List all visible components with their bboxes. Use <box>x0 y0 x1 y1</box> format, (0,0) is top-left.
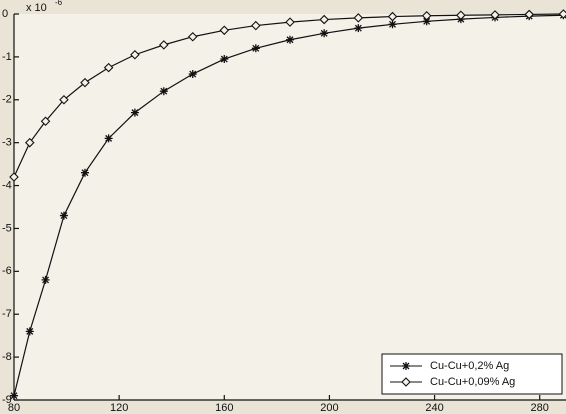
star-marker <box>320 29 329 38</box>
x-tick-label: 280 <box>531 402 549 414</box>
diamond-marker <box>401 377 411 387</box>
x-tick-label: 160 <box>215 402 233 414</box>
star-marker <box>286 35 294 44</box>
star-marker <box>251 44 260 53</box>
star-marker <box>130 108 139 117</box>
diamond-marker <box>103 62 114 73</box>
star-marker <box>402 362 410 370</box>
legend-box <box>381 353 563 395</box>
series-line <box>13 13 564 178</box>
star-marker <box>354 24 363 33</box>
diamond-marker <box>558 9 566 19</box>
diamond-marker <box>9 172 19 182</box>
x-tick-label: 200 <box>320 402 338 414</box>
star-marker <box>220 55 229 64</box>
diamond-marker <box>187 31 198 42</box>
diamond-marker <box>285 17 295 27</box>
diamond-marker <box>251 20 261 31</box>
diamond-marker <box>59 94 69 105</box>
star-marker <box>104 134 113 143</box>
star-marker <box>159 87 168 96</box>
diamond-marker <box>130 49 140 60</box>
series-line <box>13 14 564 396</box>
x-tick-label: 120 <box>110 402 128 414</box>
diamond-marker <box>24 137 35 148</box>
star-marker <box>422 17 431 26</box>
legend-label: Cu-Cu+0,2% Ag <box>430 360 509 372</box>
star-marker <box>80 168 89 177</box>
y-tick-label: -2 <box>2 94 12 106</box>
diamond-marker <box>524 9 534 20</box>
y-tick-label: -5 <box>2 222 12 234</box>
diamond-marker <box>490 10 500 20</box>
y-multiplier: x 10 <box>26 2 47 14</box>
plot-area <box>14 14 566 400</box>
diamond-marker <box>40 116 51 126</box>
star-marker <box>10 391 18 400</box>
y-tick-label: -6 <box>2 265 12 277</box>
y-multiplier-exponent: -6 <box>55 0 63 7</box>
diamond-marker <box>353 13 364 23</box>
y-tick-label: -9 <box>2 394 12 406</box>
diamond-marker <box>421 10 432 21</box>
y-tick-label: -3 <box>2 137 12 149</box>
star-marker <box>25 327 34 336</box>
y-tick-label: -1 <box>2 51 12 63</box>
star-marker <box>188 70 197 79</box>
x-tick-label: 240 <box>425 402 443 414</box>
legend-label: Cu-Cu+0,09% Ag <box>430 376 515 388</box>
diamond-marker <box>456 10 466 21</box>
diamond-marker <box>219 25 230 36</box>
x-tick-label: 80 <box>8 402 20 414</box>
y-tick-label: -8 <box>2 351 12 363</box>
diamond-marker <box>319 14 329 25</box>
y-tick-label: -4 <box>2 179 12 191</box>
y-tick-label: 0 <box>2 8 8 20</box>
star-marker <box>41 275 50 284</box>
diamond-marker <box>387 11 398 22</box>
diamond-marker <box>159 40 169 50</box>
y-tick-label: -7 <box>2 308 12 320</box>
star-marker <box>388 20 397 29</box>
star-marker <box>59 211 68 220</box>
diamond-marker <box>80 77 90 88</box>
